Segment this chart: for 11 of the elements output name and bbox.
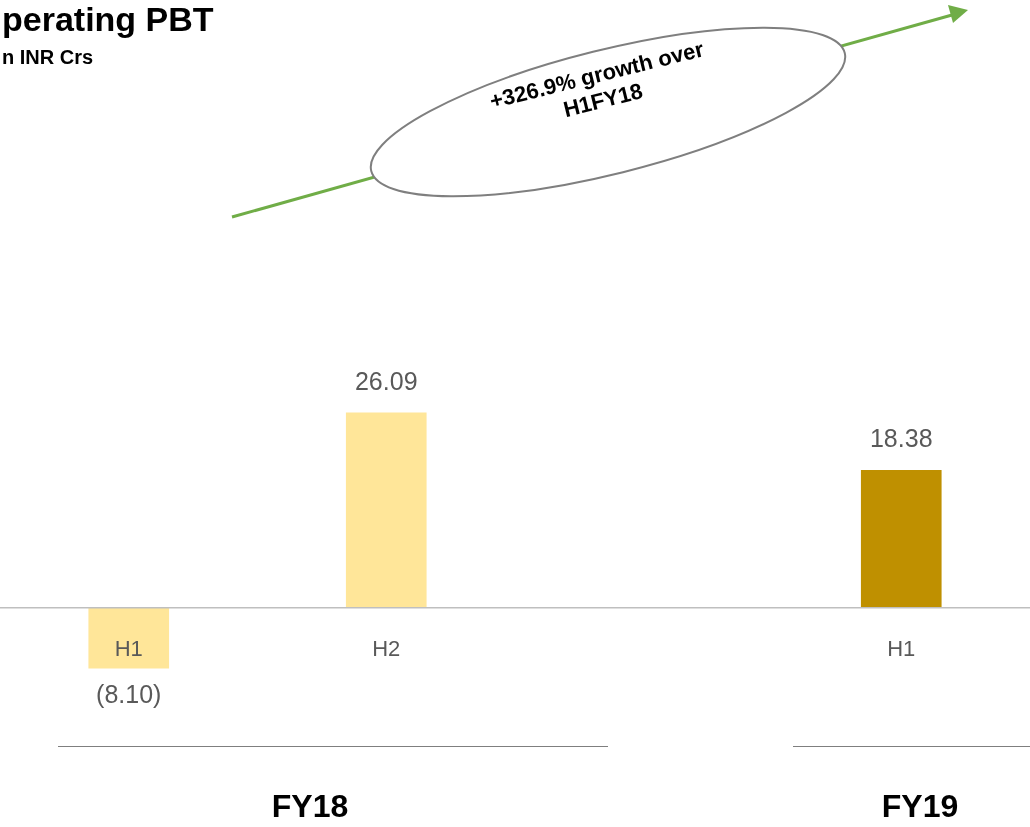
chart-title: perating PBT <box>2 0 214 39</box>
chart-subtitle: n INR Crs <box>2 46 94 69</box>
text: FY18 <box>270 788 350 825</box>
x-tick-label: H1 <box>887 635 916 661</box>
x-tick-label: H2 <box>372 635 401 661</box>
data-label: 18.38 <box>869 424 933 453</box>
data-label: (8.10) <box>96 680 162 709</box>
x-tick-label: H1 <box>114 635 143 661</box>
text: FY19 <box>880 788 960 825</box>
data-label: 26.09 <box>354 366 418 395</box>
text: +326.9% growth over H1FY18 <box>486 35 708 124</box>
